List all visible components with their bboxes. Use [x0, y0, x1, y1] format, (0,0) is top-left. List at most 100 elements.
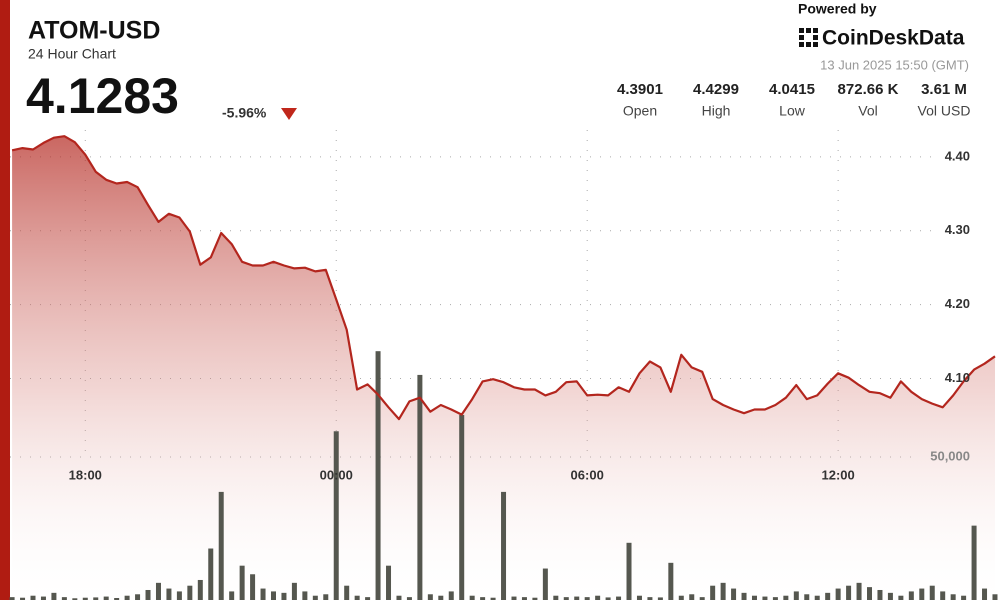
price: 4.1283: [26, 68, 179, 124]
volume-bar: [103, 596, 109, 600]
volume-bar: [197, 579, 203, 600]
volume-bar: [135, 594, 141, 600]
volume-bar: [804, 594, 810, 600]
price-line: [11, 135, 996, 421]
volume-bar: [260, 588, 266, 600]
volume-bar: [982, 588, 988, 600]
stat-label: Low: [779, 103, 806, 119]
volume-bar: [208, 548, 214, 600]
stat-value: 872.66 K: [838, 81, 899, 98]
volume-bar: [40, 596, 46, 600]
volume-bar: [699, 597, 705, 600]
timestamp: 13 Jun 2025 15:50 (GMT): [820, 57, 969, 72]
volume-bar: [61, 597, 67, 600]
volume-bar: [187, 585, 193, 600]
volume-bar: [668, 562, 674, 600]
volume-bar: [344, 585, 350, 600]
volume-bar: [553, 595, 559, 600]
volume-bar: [751, 595, 757, 600]
volume-bar: [281, 592, 287, 600]
volume-bar: [584, 597, 590, 600]
stat-value: 4.4299: [693, 81, 739, 98]
stats: 4.3901 Open 4.4299 High 4.0415 Low 872.66 K Vol…: [617, 81, 970, 119]
volume-bar: [501, 491, 507, 600]
volume-bar: [386, 565, 392, 600]
x-tick-label: 06:00: [571, 467, 604, 482]
volume-bar: [867, 587, 873, 600]
down-arrow: [281, 108, 297, 120]
x-tick-label: 12:00: [822, 467, 855, 482]
stat-value: 4.3901: [617, 81, 663, 98]
volume-bar: [375, 351, 381, 600]
volume-bar: [710, 585, 716, 600]
brand: CoinDeskData: [822, 27, 965, 50]
volume-bar: [82, 597, 88, 600]
volume-bar: [940, 591, 946, 600]
change: -5.96%: [222, 105, 267, 121]
volume-bar: [720, 582, 726, 600]
volume-bar: [919, 588, 925, 600]
area: [12, 136, 996, 600]
volume-bar: [114, 597, 120, 600]
volume-bar: [657, 597, 663, 600]
stat-value: 3.61 M: [921, 81, 967, 98]
volume-bar: [166, 588, 172, 600]
volume-bar: [542, 568, 548, 600]
volume-bar: [605, 597, 611, 600]
volume-bar: [636, 595, 642, 600]
volume-bar: [480, 597, 486, 600]
volume-bar: [333, 431, 339, 600]
volume-bar: [417, 374, 423, 600]
plot: 4.10 4.20 4.30 4.40 50,000 18:00 00:00 06:00 12:…: [9, 130, 998, 600]
volume-bar: [448, 591, 454, 600]
volume-bar: [312, 595, 318, 600]
volume-bar: [30, 595, 36, 600]
powered-by: Powered by: [798, 1, 877, 17]
x-tick-label: 00:00: [320, 467, 353, 482]
volume-bar: [155, 582, 161, 600]
volume-bar: [521, 597, 527, 600]
volume-bar: [229, 591, 235, 600]
y-tick-label: 4.10: [945, 370, 970, 385]
volume-bar: [793, 591, 799, 600]
volume-bar: [20, 597, 26, 600]
stat-label: Vol USD: [918, 103, 971, 119]
volume-bar: [825, 592, 831, 600]
volume-bar: [595, 595, 601, 600]
volume-bar: [93, 597, 99, 600]
volume-bar: [856, 582, 862, 600]
title: ATOM-USD: [28, 17, 160, 45]
volume-bar: [929, 585, 935, 600]
volume-bar: [354, 595, 360, 600]
subtitle: 24 Hour Chart: [28, 46, 116, 62]
volume-bar: [438, 595, 444, 600]
volume-bar: [490, 597, 496, 600]
volume-bar: [762, 596, 768, 600]
volume-bar: [772, 597, 778, 600]
stat-label: Open: [623, 103, 657, 119]
volume-bar: [887, 592, 893, 600]
volume-bar: [51, 592, 57, 600]
volume-bar: [427, 594, 433, 600]
volume-bar: [971, 525, 977, 600]
volume-bar: [291, 582, 297, 600]
y-tick-label: 4.40: [945, 148, 970, 163]
volume-bar: [626, 542, 632, 600]
volume-bar: [396, 595, 402, 600]
volume-bar: [406, 597, 412, 600]
volume-bar: [145, 589, 151, 600]
y-tick-label: 4.20: [945, 296, 970, 311]
volume-bar: [250, 574, 256, 600]
volume-bar: [9, 597, 15, 600]
side-stripe: [0, 0, 10, 600]
volume-bar: [574, 596, 580, 600]
volume-bar: [532, 597, 538, 600]
volume-bar: [511, 596, 517, 600]
volume-bar: [647, 597, 653, 600]
volume-bar: [124, 595, 130, 600]
volume-bar: [72, 598, 78, 600]
y-tick-label: 4.30: [945, 222, 970, 237]
volume-bar: [783, 595, 789, 600]
